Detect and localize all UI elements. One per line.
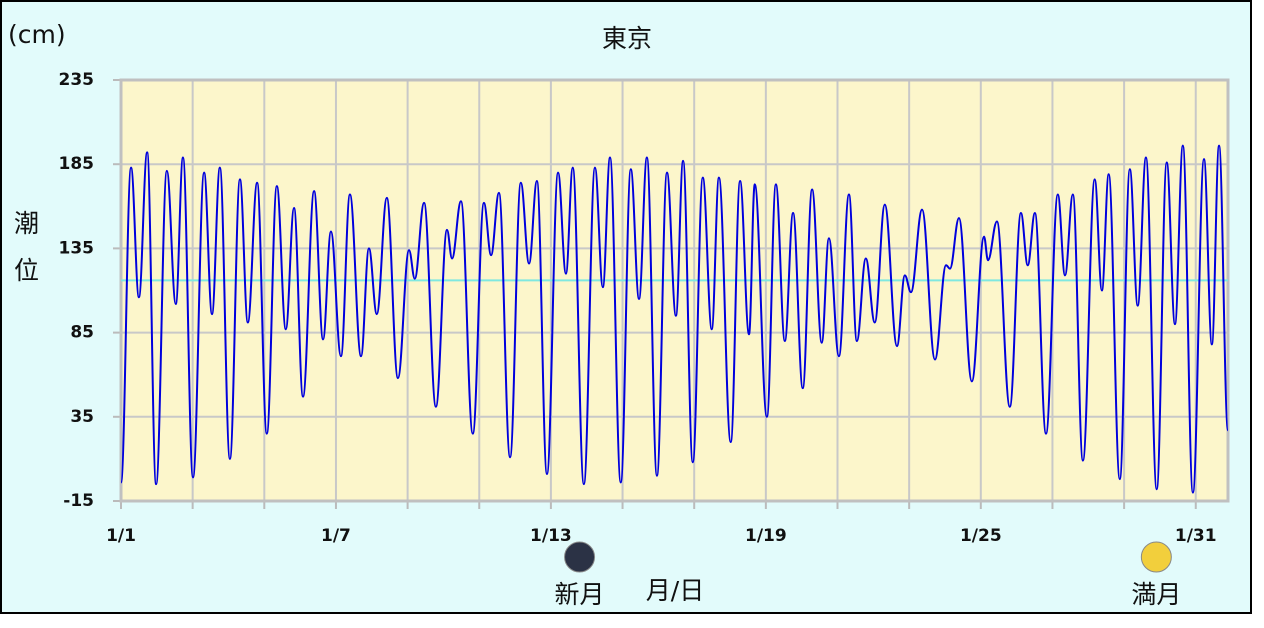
x-tick-label: 1/25 <box>960 526 1002 546</box>
y-axis-label: 潮位 <box>11 210 40 304</box>
y-tick-label: 135 <box>59 238 95 258</box>
moon-icon <box>1140 541 1172 573</box>
x-tick-label: 1/19 <box>745 526 787 546</box>
plot-border <box>119 78 1230 503</box>
y-tick-label: -15 <box>63 491 94 511</box>
x-tick-label: 1/31 <box>1175 526 1217 546</box>
plot-area <box>121 80 1228 501</box>
chart-title: 東京 <box>602 24 652 53</box>
moon-icon <box>564 541 596 573</box>
x-tick-label: 1/13 <box>530 526 572 546</box>
y-tick-label: 35 <box>70 407 94 427</box>
moon-label: 満月 <box>1131 580 1181 609</box>
y-tick-label: 185 <box>59 154 95 174</box>
x-tick-label: 1/7 <box>321 526 351 546</box>
x-axis-label: 月/日 <box>646 576 704 605</box>
tide-line <box>120 144 1229 494</box>
moon-label: 新月 <box>555 580 605 609</box>
y-tick-label: 235 <box>59 70 95 90</box>
y-unit: (cm) <box>8 20 66 49</box>
x-tick-label: 1/1 <box>106 526 136 546</box>
y-tick-label: 85 <box>70 323 94 343</box>
